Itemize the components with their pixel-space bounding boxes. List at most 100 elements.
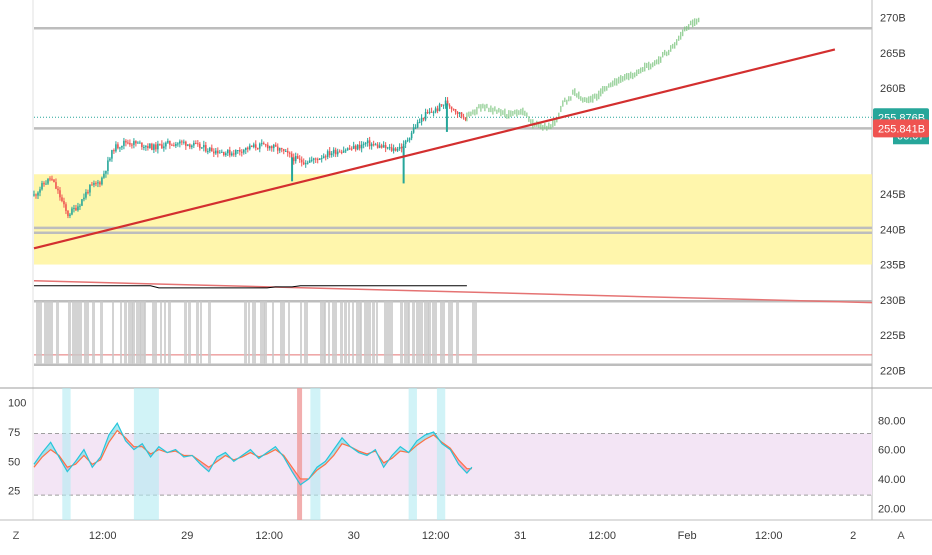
volume-bar	[40, 301, 42, 364]
candle-body	[109, 158, 111, 161]
candle-body	[165, 142, 167, 147]
candle-body	[274, 144, 277, 147]
oscillator-fast-line	[33, 422, 473, 486]
candle-body	[308, 160, 311, 163]
candle-body	[131, 144, 133, 146]
candle-body	[242, 150, 245, 153]
candle-body	[414, 127, 417, 129]
volume-bar	[372, 301, 375, 364]
candle-body	[438, 104, 441, 111]
candle-body	[286, 150, 289, 153]
candle-body	[179, 141, 181, 144]
volume-bar	[360, 301, 362, 364]
candle-body	[143, 146, 145, 148]
candle-body	[187, 144, 189, 146]
trendline[interactable]	[33, 48, 836, 250]
price-axis-label: 245B	[880, 189, 906, 201]
candle-body	[306, 162, 309, 164]
time-axis-label: 31	[514, 530, 526, 542]
volume-bar	[144, 301, 146, 364]
candle-body	[191, 145, 193, 148]
candle-body	[444, 100, 447, 105]
oscillator-fill	[416, 434, 426, 446]
candle-body	[135, 141, 137, 144]
time-axis-label: 12:00	[588, 530, 616, 542]
candle-body	[181, 141, 183, 143]
candle-body	[69, 214, 71, 216]
candle-body	[276, 146, 279, 151]
candle-body	[55, 182, 57, 189]
candle-body	[296, 156, 299, 159]
candle-body	[366, 140, 369, 144]
oscillator-fill	[42, 442, 51, 457]
price-axis-label: 240B	[880, 224, 906, 236]
candle-body	[197, 143, 199, 145]
candle-body	[57, 188, 59, 191]
volume-bar	[344, 301, 347, 364]
candle-body	[169, 140, 171, 145]
volume-bar	[416, 301, 420, 364]
candle-body	[430, 111, 433, 113]
volume-bar	[196, 301, 199, 364]
candle-body	[324, 156, 327, 158]
candle-body	[193, 142, 195, 146]
oscillator-fill	[333, 437, 343, 456]
candle-body	[330, 153, 333, 156]
volume-bar	[128, 301, 133, 364]
price-axis-label: 235B	[880, 260, 906, 272]
candle-body	[426, 112, 429, 114]
volume-bar	[424, 301, 429, 364]
candle-body	[454, 109, 457, 112]
candle-body	[374, 144, 377, 146]
volume-bar	[340, 301, 343, 364]
volume-bar	[304, 301, 308, 364]
zoom-button[interactable]: Z	[12, 530, 20, 542]
candle-body	[215, 150, 217, 154]
volume-bar	[364, 301, 368, 364]
volume-curve	[34, 285, 467, 289]
candle-body	[105, 170, 107, 174]
candle-body	[458, 112, 461, 114]
candle-body	[334, 149, 337, 155]
candle-body	[167, 140, 169, 143]
candle-body	[85, 192, 87, 198]
candle-body	[199, 143, 201, 149]
candle-body	[280, 148, 283, 150]
volume-bar	[420, 301, 423, 364]
candle-body	[97, 182, 99, 184]
candle-body	[268, 146, 271, 149]
oscillator-right-label: 60.00	[878, 445, 906, 457]
candle-body	[227, 149, 229, 154]
candle-body	[89, 184, 91, 193]
volume-bar	[200, 301, 202, 364]
trendline-group[interactable]	[33, 48, 836, 250]
candle-body	[266, 144, 269, 149]
volume-bar	[80, 301, 82, 364]
candle-body	[400, 146, 403, 149]
volume-bar	[400, 301, 403, 364]
volume-bar	[356, 301, 361, 364]
candle-body	[456, 111, 459, 114]
candle-body	[416, 122, 419, 128]
time-axis-labels: 12:00 29 12:00 30 12:00 31 12:00 Feb 12:00 2	[89, 530, 856, 542]
candle-body	[406, 140, 409, 142]
auto-scale-button[interactable]: A	[897, 530, 905, 542]
candle-body	[328, 151, 331, 156]
candle-body	[95, 183, 97, 185]
candle-body	[33, 194, 35, 196]
oscillator-highlight	[62, 388, 71, 520]
time-axis-label: 12:00	[755, 530, 783, 542]
candle-body	[113, 150, 115, 152]
volume-bar	[388, 301, 393, 364]
oscillator-fill	[108, 423, 118, 443]
candle-body	[254, 144, 257, 149]
candle-body	[91, 184, 93, 186]
candle-body	[213, 151, 215, 154]
candle-body	[223, 151, 225, 156]
volume-bar	[248, 301, 250, 364]
candle-body	[173, 145, 175, 147]
candle-body	[252, 144, 255, 148]
volume-bar	[412, 301, 415, 364]
